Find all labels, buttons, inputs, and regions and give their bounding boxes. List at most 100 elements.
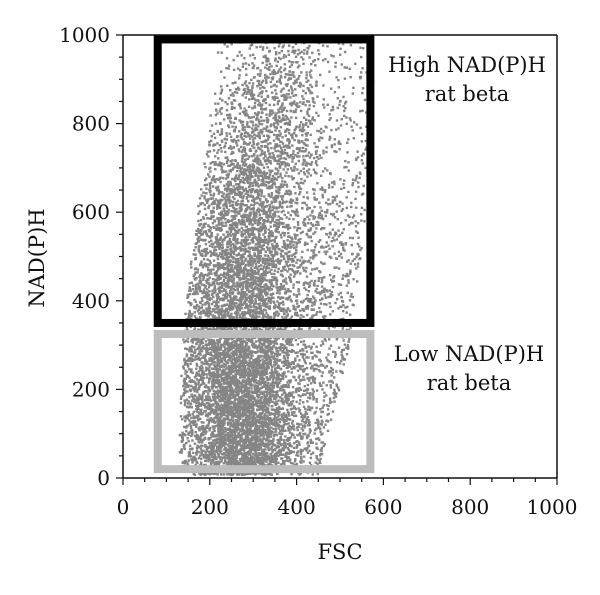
scatter-point [199, 444, 203, 447]
scatter-point [289, 443, 292, 447]
scatter-point [212, 347, 216, 351]
scatter-point [307, 419, 310, 422]
scatter-point [286, 381, 289, 384]
scatter-point [341, 349, 344, 352]
scatter-point [236, 338, 239, 341]
scatter-point [287, 353, 290, 357]
scatter-point [186, 437, 189, 440]
scatter-point [247, 337, 251, 340]
scatter-point [183, 446, 186, 449]
scatter-point [212, 339, 215, 342]
scatter-point [260, 399, 263, 402]
scatter-point [187, 402, 190, 405]
scatter-point [179, 397, 183, 400]
scatter-point [221, 453, 225, 456]
scatter-point [219, 399, 223, 402]
scatter-point [307, 396, 310, 399]
scatter-point [295, 445, 299, 448]
scatter-point [211, 377, 215, 380]
scatter-point [191, 413, 194, 416]
scatter-point [195, 451, 198, 455]
scatter-point [182, 367, 185, 370]
scatter-point [226, 379, 229, 382]
scatter-point [272, 439, 275, 442]
scatter-point [271, 449, 275, 452]
scatter-point [207, 445, 210, 449]
scatter-point [303, 367, 306, 371]
scatter-point [178, 451, 182, 454]
scatter-point [290, 348, 294, 352]
scatter-point [214, 350, 218, 353]
scatter-point [209, 461, 213, 464]
scatter-point [271, 385, 274, 389]
scatter-point [212, 357, 216, 361]
scatter-point [202, 421, 205, 424]
scatter-point [296, 351, 299, 354]
scatter-point [219, 407, 222, 410]
scatter-point [192, 380, 195, 383]
scatter-point [228, 449, 231, 452]
scatter-point [222, 462, 226, 465]
scatter-point [225, 355, 228, 358]
scatter-point [238, 373, 242, 376]
scatter-point [233, 452, 236, 455]
scatter-point [220, 373, 223, 376]
scatter-point [270, 390, 273, 393]
scatter-point [210, 411, 213, 414]
scatter-point [315, 456, 318, 459]
scatter-point [187, 459, 190, 462]
scatter-point [253, 378, 256, 381]
scatter-point [327, 360, 330, 363]
scatter-point [218, 431, 221, 434]
scatter-point [305, 417, 308, 421]
scatter-point [310, 345, 313, 349]
scatter-point [219, 337, 222, 340]
scatter-point [319, 461, 322, 465]
scatter-point [235, 411, 238, 414]
scatter-point [286, 342, 289, 345]
scatter-point [235, 353, 238, 357]
scatter-point [243, 388, 246, 391]
scatter-point [302, 420, 306, 424]
scatter-point [214, 406, 217, 409]
scatter-point [212, 396, 215, 399]
scatter-point [271, 441, 274, 444]
scatter-point [245, 374, 248, 377]
scatter-point [277, 424, 280, 428]
scatter-point [292, 375, 295, 379]
scatter-point [276, 352, 280, 355]
scatter-point [264, 439, 268, 442]
scatter-point [218, 437, 221, 440]
scatter-point [288, 452, 291, 455]
scatter-point [297, 407, 300, 410]
scatter-point [286, 455, 290, 459]
scatter-point [267, 432, 270, 435]
scatter-point [270, 430, 274, 434]
scatter-point [278, 449, 281, 452]
scatter-point [183, 443, 186, 446]
scatter-point [238, 415, 242, 419]
scatter-point [326, 413, 329, 416]
scatter-point [224, 441, 227, 445]
scatter-point [239, 449, 242, 453]
scatter-point [216, 362, 219, 366]
scatter-point [227, 342, 230, 345]
scatter-point [229, 459, 233, 462]
scatter-point [247, 430, 250, 433]
scatter-point [229, 384, 233, 388]
scatter-point [182, 394, 185, 397]
scatter-point [280, 444, 283, 447]
scatter-point [277, 372, 281, 376]
scatter-point [216, 395, 220, 399]
scatter-point [217, 359, 221, 362]
scatter-point [269, 416, 272, 420]
scatter-point [201, 441, 204, 444]
scatter-point [256, 394, 259, 397]
scatter-point [298, 386, 301, 390]
scatter-point [270, 421, 273, 424]
scatter-point [261, 432, 264, 436]
scatter-point [258, 399, 262, 402]
scatter-point [264, 345, 267, 348]
scatter-point [211, 472, 214, 475]
